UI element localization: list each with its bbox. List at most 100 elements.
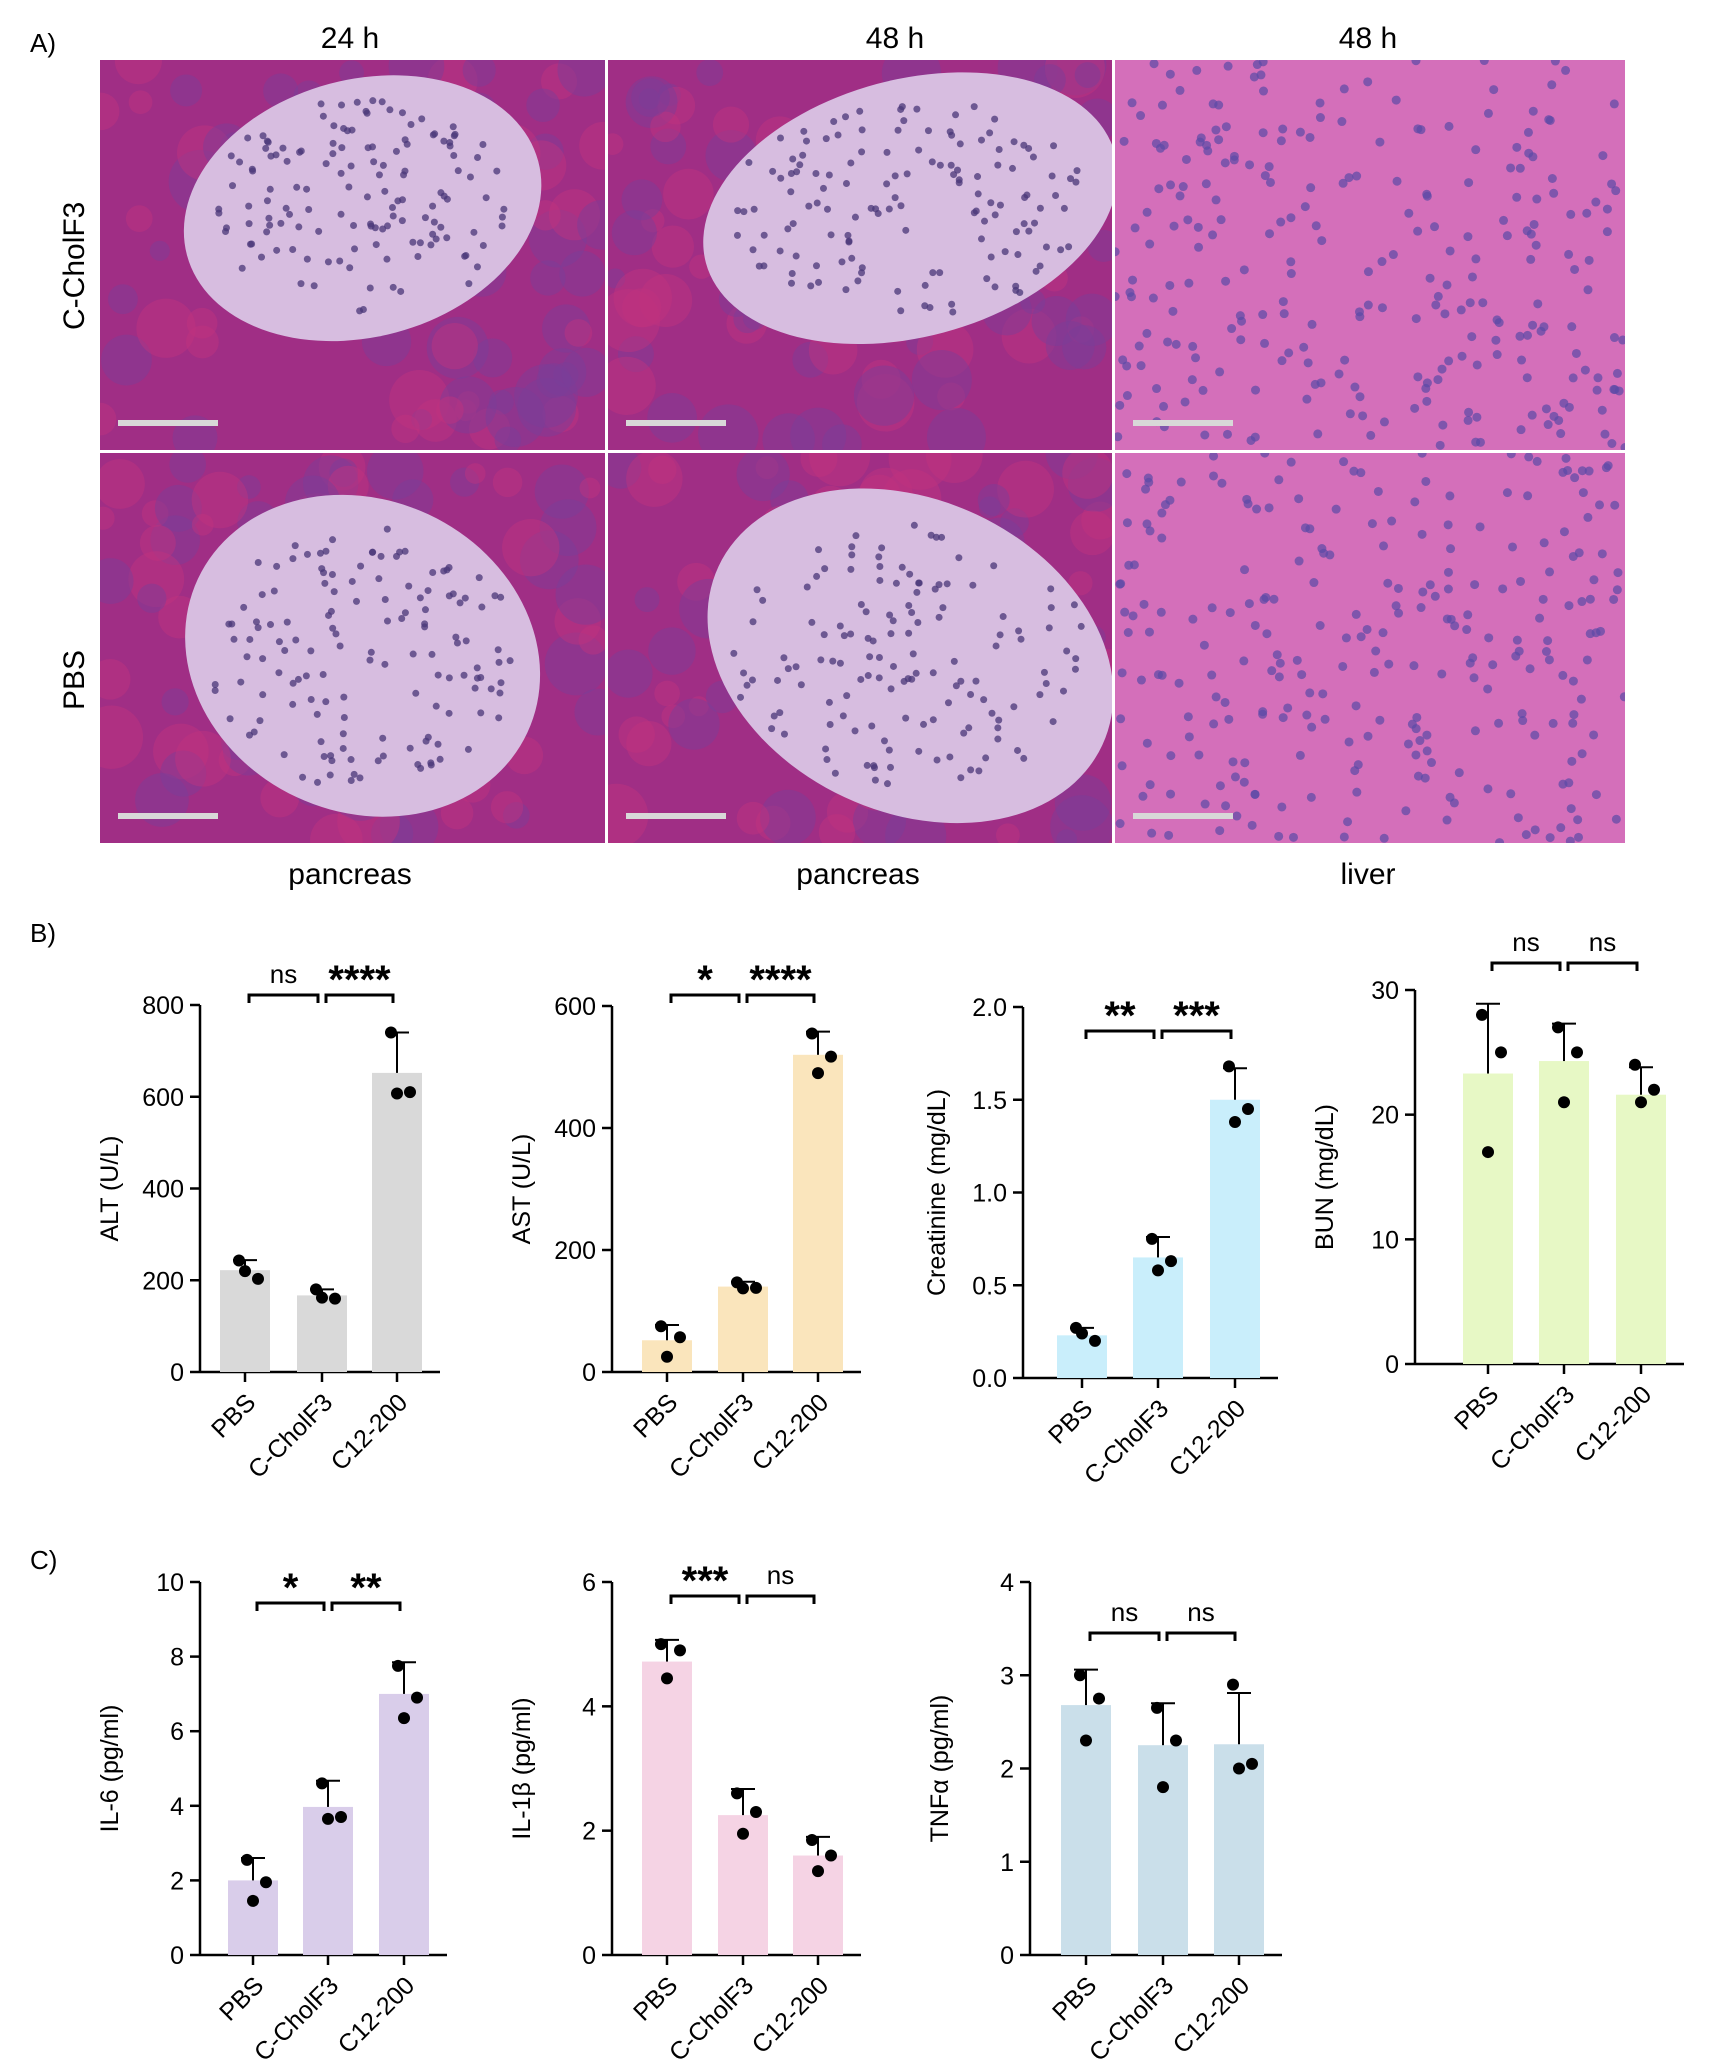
hepatocyte-nucleus xyxy=(1548,718,1558,728)
nucleus xyxy=(808,618,816,626)
hepatocyte-nucleus xyxy=(1541,404,1551,414)
hepatocyte-nucleus xyxy=(1533,299,1543,309)
data-point xyxy=(1074,1669,1086,1682)
hepatocyte-nucleus xyxy=(1561,65,1571,75)
nucleus xyxy=(991,211,999,219)
nucleus xyxy=(466,173,474,181)
nucleus xyxy=(1023,191,1031,199)
nucleus xyxy=(987,199,995,207)
hepatocyte-nucleus xyxy=(1117,761,1127,771)
hepatocyte-nucleus xyxy=(1565,836,1575,843)
nucleus xyxy=(749,618,757,626)
acinar-texture xyxy=(577,199,605,250)
acinar-texture xyxy=(329,458,358,487)
hepatocyte-nucleus xyxy=(1375,715,1385,725)
nucleus xyxy=(913,588,921,596)
nucleus xyxy=(451,130,459,138)
nucleus xyxy=(915,579,923,587)
nucleus xyxy=(434,671,442,679)
nucleus xyxy=(938,533,946,541)
nucleus xyxy=(915,146,923,154)
hepatocyte-nucleus xyxy=(1598,151,1608,161)
acinar-texture xyxy=(456,391,480,414)
hepatocyte-nucleus xyxy=(1351,609,1361,619)
hepatocyte-nucleus xyxy=(1183,712,1193,722)
hepatocyte-nucleus xyxy=(1115,400,1125,410)
nucleus xyxy=(450,152,458,160)
acinar-texture xyxy=(391,414,420,444)
hepatocyte-nucleus xyxy=(1384,659,1394,669)
data-point xyxy=(260,1876,272,1889)
data-point xyxy=(322,1812,334,1825)
hepatocyte-nucleus xyxy=(1435,440,1445,450)
nucleus xyxy=(900,117,908,125)
micrograph-2-1 xyxy=(100,453,605,843)
nucleus xyxy=(905,602,913,610)
data-point xyxy=(1648,1083,1660,1096)
hepatocyte-nucleus xyxy=(1217,478,1227,488)
nucleus xyxy=(1014,251,1022,259)
hepatocyte-nucleus xyxy=(1157,100,1167,110)
hepatocyte-nucleus xyxy=(1513,813,1523,823)
hepatocyte-nucleus xyxy=(1544,655,1554,665)
acinar-texture xyxy=(800,453,838,478)
hepatocyte-nucleus xyxy=(1518,716,1528,726)
hepatocyte-nucleus xyxy=(1274,672,1284,682)
hepatocyte-nucleus xyxy=(1517,355,1527,365)
hepatocyte-nucleus xyxy=(1157,508,1167,518)
hepatocyte-nucleus xyxy=(1156,607,1166,617)
nucleus xyxy=(283,157,291,165)
hepatocyte-nucleus xyxy=(1516,425,1526,435)
acinar-texture xyxy=(175,730,231,787)
hepatocyte-nucleus xyxy=(1247,820,1257,830)
data-point xyxy=(411,1691,423,1704)
nucleus xyxy=(913,105,921,113)
hepatocyte-nucleus xyxy=(1166,180,1176,190)
nucleus xyxy=(856,107,864,115)
bar xyxy=(297,1295,347,1372)
acinar-texture xyxy=(650,128,687,165)
nucleus xyxy=(388,204,396,212)
y-tick-label: 0 xyxy=(170,1942,184,1970)
category-label: C-CholF3 xyxy=(664,1971,759,2066)
acinar-texture xyxy=(557,60,605,97)
nucleus xyxy=(1040,668,1048,676)
hepatocyte-nucleus xyxy=(1201,179,1211,189)
nucleus xyxy=(857,601,865,609)
nucleus xyxy=(749,246,757,254)
nucleus xyxy=(842,180,850,188)
hepatocyte-nucleus xyxy=(1430,222,1440,232)
acinar-texture xyxy=(1065,293,1112,346)
hepatocyte-nucleus xyxy=(1620,443,1625,450)
nucleus xyxy=(1010,703,1018,711)
nucleus xyxy=(473,674,481,682)
nucleus xyxy=(967,766,975,774)
nucleus xyxy=(245,202,253,210)
hepatocyte-nucleus xyxy=(1209,719,1219,729)
nucleus xyxy=(875,553,883,561)
hepatocyte-nucleus xyxy=(1351,701,1361,711)
hepatocyte-nucleus xyxy=(1568,676,1578,686)
y-tick-label: 20 xyxy=(1371,1102,1399,1130)
acinar-texture xyxy=(100,402,117,436)
hepatocyte-nucleus xyxy=(1130,223,1140,233)
nucleus xyxy=(768,725,776,733)
hepatocyte-nucleus xyxy=(1375,137,1385,147)
acinar-texture xyxy=(559,250,605,297)
acinar-texture xyxy=(650,111,681,143)
hepatocyte-nucleus xyxy=(1431,300,1441,310)
hepatocyte-nucleus xyxy=(1545,567,1555,577)
acinar-texture xyxy=(622,288,662,328)
hepatocyte-nucleus xyxy=(1527,410,1537,420)
acinar-texture xyxy=(736,453,790,502)
hepatocyte-nucleus xyxy=(1618,335,1625,345)
acinar-texture xyxy=(663,168,714,220)
data-point xyxy=(750,1806,762,1819)
significance-bracket xyxy=(247,993,320,1003)
nucleus xyxy=(427,241,435,249)
acinar-texture xyxy=(542,304,591,353)
hepatocyte-nucleus xyxy=(1409,661,1419,671)
hepatocyte-nucleus xyxy=(1483,684,1493,694)
nucleus xyxy=(246,731,254,739)
hepatocyte-nucleus xyxy=(1116,714,1126,724)
